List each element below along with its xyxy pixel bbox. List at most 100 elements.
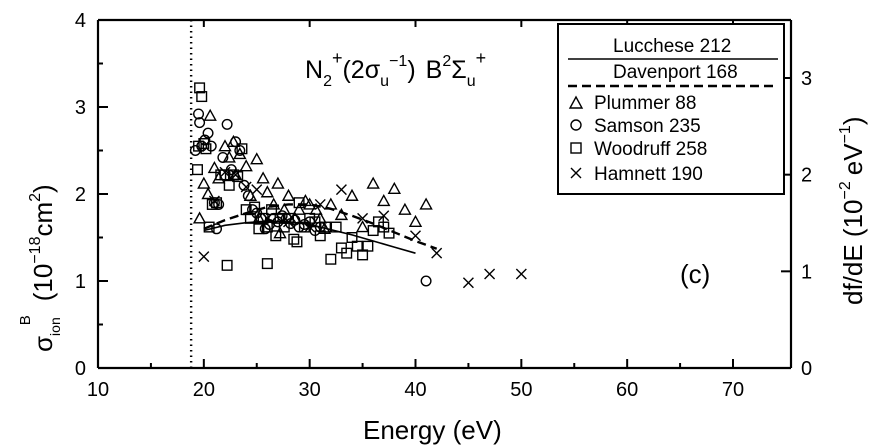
plummer-point [366,176,380,189]
legend-triangle-marker [568,95,584,109]
woodruff-point [219,169,231,181]
woodruff-point [291,236,303,248]
woodruff-point [223,179,235,191]
legend-entry-samson: Samson 235 [570,116,701,137]
hamnett-point [219,166,231,178]
woodruff-point [383,227,395,239]
hamnett-point [314,198,326,210]
x-tick-label: 40 [404,379,426,401]
plummer-point [222,150,236,163]
hamnett-point [378,210,390,222]
samson-point [211,223,223,235]
hamnett-point [462,277,474,289]
woodruff-point [261,258,273,270]
data-points [189,82,527,289]
woodruff-point [270,230,282,242]
hamnett-point [251,184,263,196]
y2-tick-label: 0 [801,358,812,380]
legend-label-plummer: Plummer 88 [594,93,696,114]
x-axis-label: Energy (eV) [363,415,502,445]
plummer-point [250,152,264,165]
hamnett-point [431,247,443,259]
plummer-point [377,194,391,207]
legend-label-lucchese: Lucchese 212 [613,36,731,57]
hamnett-point [304,221,316,233]
x-tick-label: 70 [722,379,744,401]
y2-tick-label: 1 [801,261,812,283]
plummer-point [408,214,423,228]
y-tick-label: 3 [75,97,86,119]
x-tick-label: 30 [299,379,321,401]
woodruff-point [325,253,337,265]
plummer-point [419,197,433,210]
legend-label-hamnett: Hamnett 190 [594,164,703,185]
legend-entry-hamnett: Hamnett 190 [570,164,703,185]
y-tick-label: 4 [75,10,86,32]
samson-point [221,118,233,130]
plummer-point [345,188,359,201]
plummer-point [398,202,412,215]
plummer-point [355,220,370,233]
y2-tick-label: 2 [801,165,812,187]
y2-axis-label: df/dE (10−2eV−1) [837,117,868,306]
samson-point [213,198,225,210]
woodruff-point [283,212,295,224]
legend-square-marker [570,142,582,154]
plummer-point [281,188,296,201]
samson-point [193,108,205,120]
legend-entry-davenport: Davenport 168 [568,62,778,88]
legend: Lucchese 212 Davenport 168 Plummer 88 Sa… [557,23,785,195]
woodruff-point [320,221,332,233]
hamnett-point [410,230,421,242]
legend-label-woodruff: Woodruff 258 [594,139,707,160]
hamnett-point [357,212,369,224]
panel-label: (c) [680,259,710,289]
woodruff-point [341,247,353,259]
legend-label-davenport: Davenport 168 [613,62,738,83]
samson-point [230,136,242,148]
legend-entry-woodruff: Woodruff 258 [570,139,707,160]
hamnett-point [484,268,496,280]
x-tick-label: 50 [510,379,532,401]
woodruff-point [362,240,374,252]
plummer-point [256,171,270,184]
woodruff-point [193,140,205,152]
plummer-point [292,202,306,215]
legend-label-samson: Samson 235 [594,116,701,137]
woodruff-point [194,82,206,94]
woodruff-point [249,201,261,213]
samson-point [217,151,229,163]
hamnett-point [515,268,527,280]
x-tick-label: 10 [87,379,109,401]
plummer-point [302,197,317,210]
plummer-point [207,160,222,174]
woodruff-point [236,143,248,155]
woodruff-point [221,259,233,271]
plummer-point [387,181,402,194]
samson-point [242,190,254,202]
plummer-point [271,176,285,189]
legend-box [557,23,785,195]
samson-point [420,275,432,287]
plummer-point [260,185,275,198]
y-axis-label: σionB(10−18cm2) [17,184,63,352]
hamnett-point [261,212,273,224]
hamnett-point [230,169,242,181]
hamnett-point [240,181,252,193]
plummer-point [334,207,349,221]
plummer-point [197,176,211,189]
legend-entry-plummer: Plummer 88 [568,93,696,114]
woodruff-point [293,197,305,209]
hamnett-point [208,195,220,207]
woodruff-point [261,221,273,233]
woodruff-point [253,223,265,235]
legend-circle-marker [570,119,582,131]
davenport-curve [203,203,438,250]
samson-point [194,117,206,129]
plummer-point [266,197,281,210]
hamnett-point [283,216,294,228]
woodruff-point [330,221,342,233]
woodruff-point [191,164,203,176]
plummer-point [192,211,207,224]
woodruff-point [244,212,256,224]
